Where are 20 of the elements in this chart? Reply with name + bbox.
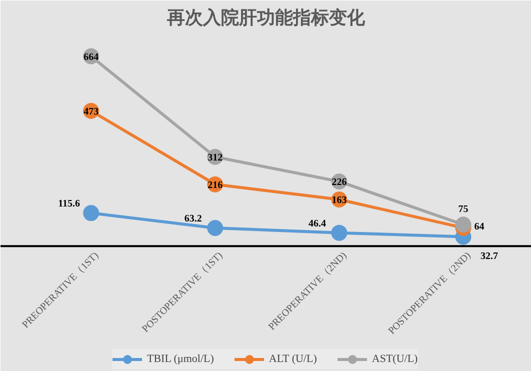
- data-label: 115.6: [58, 198, 80, 210]
- legend-label: ALT (U/L): [268, 353, 317, 365]
- data-label: 63.2: [184, 214, 202, 225]
- point: [455, 216, 472, 233]
- data-label: 216: [208, 180, 223, 191]
- data-label: 163: [332, 194, 347, 206]
- point: [83, 205, 100, 222]
- legend-label: TBIL (μmol/L): [147, 353, 214, 365]
- data-label: 473: [84, 106, 99, 118]
- data-label: 64: [474, 221, 484, 232]
- data-label: 664: [84, 52, 99, 63]
- data-label: 312: [208, 152, 223, 164]
- data-label: 46.4: [308, 218, 326, 230]
- data-label: 32.7: [480, 251, 498, 262]
- chart-title: 再次入院肝功能指标变化: [166, 8, 366, 28]
- legend-label: AST(U/L): [372, 353, 418, 365]
- data-label: 75: [458, 204, 468, 216]
- point: [331, 224, 348, 241]
- data-label: 226: [332, 176, 347, 188]
- point: [207, 220, 224, 236]
